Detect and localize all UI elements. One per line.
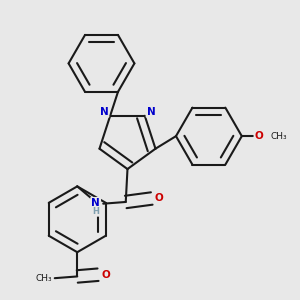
Text: N: N	[100, 106, 108, 117]
Text: N: N	[147, 106, 155, 117]
Text: CH₃: CH₃	[271, 132, 287, 141]
Text: CH₃: CH₃	[36, 274, 52, 283]
Text: H: H	[92, 207, 99, 216]
Text: O: O	[155, 194, 164, 203]
Text: N: N	[91, 198, 100, 208]
Text: O: O	[101, 270, 110, 280]
Text: O: O	[255, 131, 263, 141]
